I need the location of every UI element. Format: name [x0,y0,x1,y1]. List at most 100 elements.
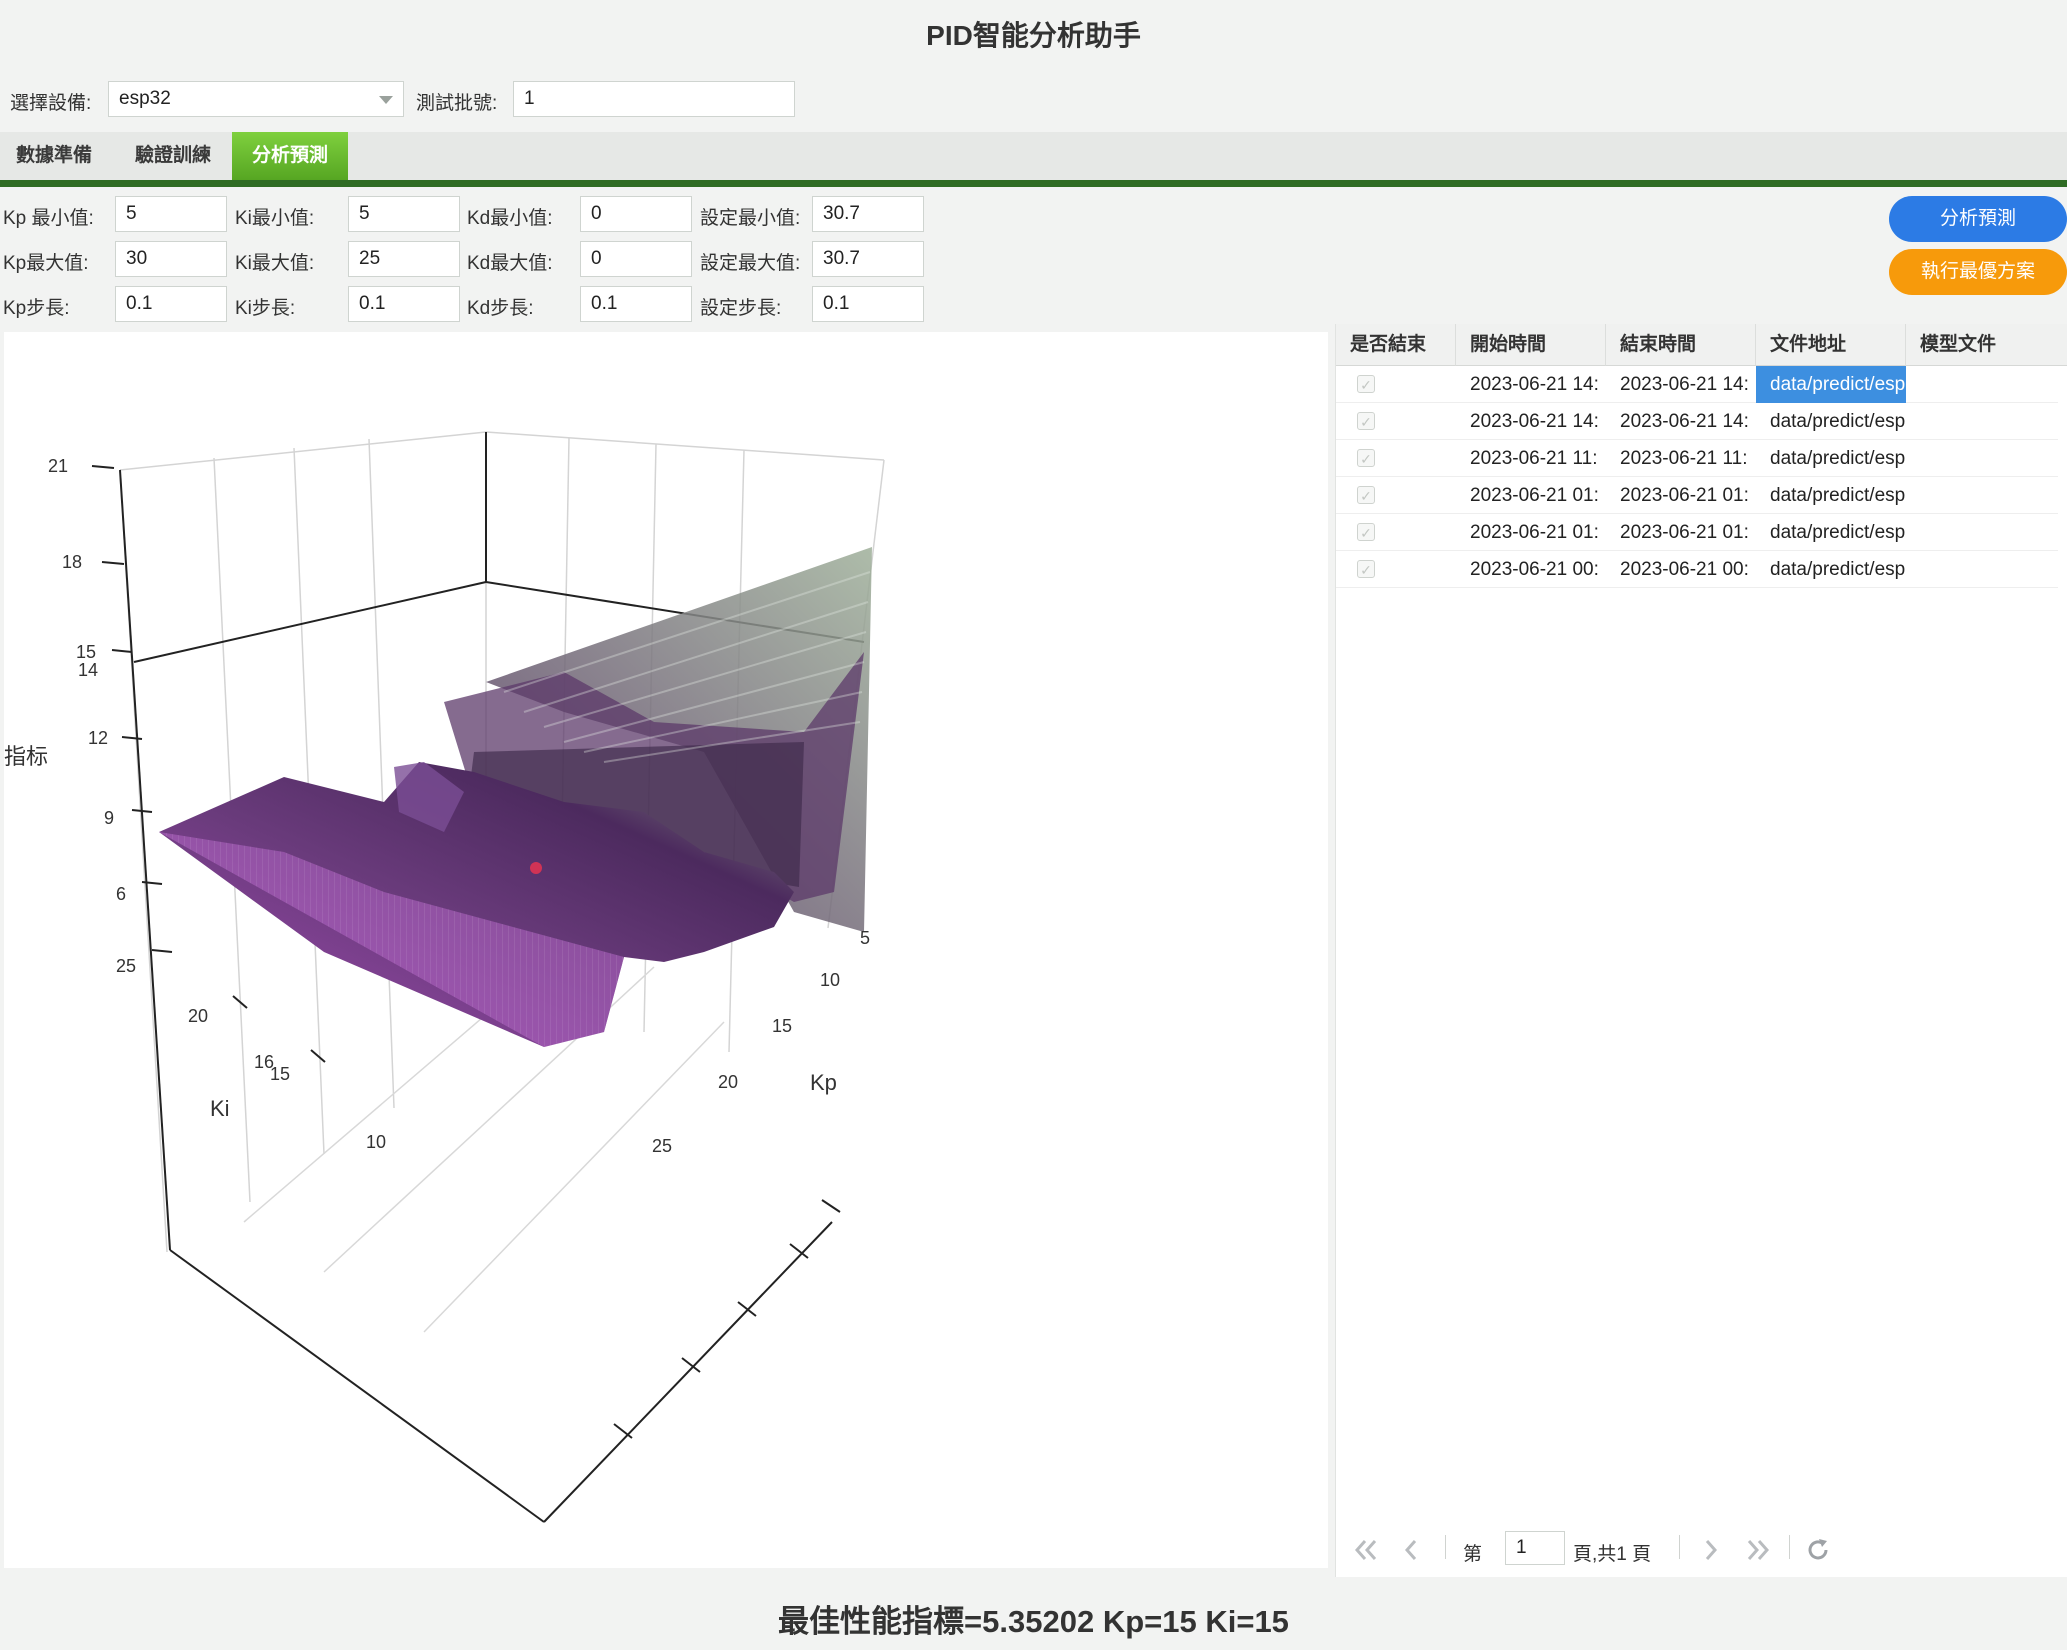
finished-checkbox: ✓ [1357,449,1375,467]
z-tick-14: 14 [78,660,98,680]
pagination-bar: 第 頁,共1 頁 [1335,1525,2067,1573]
cell-start-time: 2023-06-21 11: [1470,448,1598,469]
cell-end-time: 2023-06-21 00: [1620,559,1749,580]
kd-step-label: Kd步長: [467,298,534,319]
finished-checkbox: ✓ [1357,523,1375,541]
set-min-label: 設定最小值: [700,208,801,229]
page-suffix: 頁,共1 頁 [1573,1544,1652,1565]
cell-file-path[interactable]: data/predict/esp [1770,448,1906,469]
table-row[interactable]: ✓ 2023-06-21 14: 2023-06-21 14: data/pre… [1336,366,2058,403]
kp-min-label: Kp 最小值: [3,208,94,229]
tab-analysis[interactable]: 分析預測 [232,132,348,180]
predict-button[interactable]: 分析預測 [1889,196,2067,242]
ki-tick-20: 20 [188,1006,208,1026]
result-table: 是否結束 開始時間 結束時間 文件地址 模型文件 ✓ 2023-06-21 14… [1335,324,2067,1577]
ki-tick-10: 10 [366,1132,386,1152]
finished-checkbox: ✓ [1357,412,1375,430]
kp-min-input[interactable] [115,196,227,232]
cell-end-time: 2023-06-21 14: [1620,374,1749,395]
surface-plot-panel[interactable]: 21 18 15 14 12 9 6 5 10 15 20 25 25 20 1… [4,332,1328,1568]
kd-max-input[interactable] [580,241,692,277]
surface-mesh [159,547,872,1047]
cell-file-path[interactable]: data/predict/esp [1770,522,1906,543]
tab-underline [0,180,2067,187]
kp-tick-20: 20 [718,1072,738,1092]
col-header-model-file[interactable]: 模型文件 [1906,324,2067,366]
set-step-label: 設定步長: [700,298,782,319]
pager-separator [1789,1535,1790,1559]
batch-input[interactable] [513,81,795,117]
set-max-input[interactable] [812,241,924,277]
kd-step-input[interactable] [580,286,692,322]
tab-training[interactable]: 驗證訓練 [134,145,211,166]
set-max-label: 設定最大值: [700,253,801,274]
kp-tick-15: 15 [772,1016,792,1036]
first-page-icon[interactable] [1353,1539,1379,1561]
best-point-marker [530,862,542,874]
tick-marks [91,465,841,1439]
run-best-button[interactable]: 執行最優方案 [1889,249,2067,295]
ki-tick-16: 16 [254,1052,274,1072]
ki-min-label: Ki最小值: [235,208,315,229]
device-select-value: esp32 [119,88,171,109]
cell-start-time: 2023-06-21 01: [1470,485,1599,506]
kd-min-input[interactable] [580,196,692,232]
batch-label: 測試批號: [416,93,498,114]
kp-max-input[interactable] [115,241,227,277]
refresh-icon[interactable] [1805,1537,1831,1563]
device-select[interactable]: esp32 [108,81,404,117]
ki-max-input[interactable] [348,241,460,277]
cell-file-path[interactable]: data/predict/esp [1770,411,1906,432]
surface-plot[interactable]: 21 18 15 14 12 9 6 5 10 15 20 25 25 20 1… [4,332,1328,1568]
cell-end-time: 2023-06-21 11: [1620,448,1748,469]
kd-max-label: Kd最大值: [467,253,553,274]
next-page-icon[interactable] [1703,1539,1719,1561]
cell-file-path[interactable]: data/predict/esp [1770,485,1906,506]
set-step-input[interactable] [812,286,924,322]
kd-min-label: Kd最小值: [467,208,553,229]
z-tick-12: 12 [88,728,108,748]
cell-start-time: 2023-06-21 14: [1470,374,1599,395]
kp-step-input[interactable] [115,286,227,322]
col-header-finished[interactable]: 是否結束 [1336,324,1456,366]
kp-max-label: Kp最大值: [3,253,89,274]
last-page-icon[interactable] [1745,1539,1771,1561]
axis-frame [119,432,865,1523]
pager-separator [1445,1535,1446,1559]
cell-start-time: 2023-06-21 00: [1470,559,1599,580]
ki-step-input[interactable] [348,286,460,322]
ki-step-label: Ki步長: [235,298,296,319]
cell-file-path[interactable]: data/predict/esp [1770,559,1906,580]
cell-end-time: 2023-06-21 01: [1620,522,1749,543]
kp-tick-10: 10 [820,970,840,990]
z-tick-6: 6 [116,884,126,904]
table-row[interactable]: ✓ 2023-06-21 01: 2023-06-21 01: data/pre… [1336,477,2058,514]
table-row[interactable]: ✓ 2023-06-21 14: 2023-06-21 14: data/pre… [1336,403,2058,440]
ki-tick-25: 25 [116,956,136,976]
chevron-down-icon [379,96,393,104]
z-tick-18: 18 [62,552,82,572]
z-tick-9: 9 [104,808,114,828]
col-header-file-path[interactable]: 文件地址 [1756,324,1906,366]
cell-end-time: 2023-06-21 01: [1620,485,1749,506]
ki-tick-15: 15 [270,1064,290,1084]
z-axis-label: 指标 [4,744,48,769]
tab-data-prep[interactable]: 數據準備 [15,145,92,166]
prev-page-icon[interactable] [1403,1539,1419,1561]
app-title: PID智能分析助手 [926,20,1141,51]
cell-file-path[interactable]: data/predict/esp [1756,366,1906,403]
ki-min-input[interactable] [348,196,460,232]
cell-start-time: 2023-06-21 14: [1470,411,1599,432]
col-header-start-time[interactable]: 開始時間 [1456,324,1606,366]
ki-axis-label: Ki [210,1096,230,1121]
surface-sheen [503,571,871,763]
pager-separator [1679,1535,1680,1559]
table-row[interactable]: ✓ 2023-06-21 01: 2023-06-21 01: data/pre… [1336,514,2058,551]
set-min-input[interactable] [812,196,924,232]
page-number-input[interactable] [1505,1531,1565,1565]
cell-start-time: 2023-06-21 01: [1470,522,1599,543]
z-tick-15: 15 [76,642,96,662]
col-header-end-time[interactable]: 結束時間 [1606,324,1756,366]
table-row[interactable]: ✓ 2023-06-21 11: 2023-06-21 11: data/pre… [1336,440,2058,477]
table-row[interactable]: ✓ 2023-06-21 00: 2023-06-21 00: data/pre… [1336,551,2058,588]
